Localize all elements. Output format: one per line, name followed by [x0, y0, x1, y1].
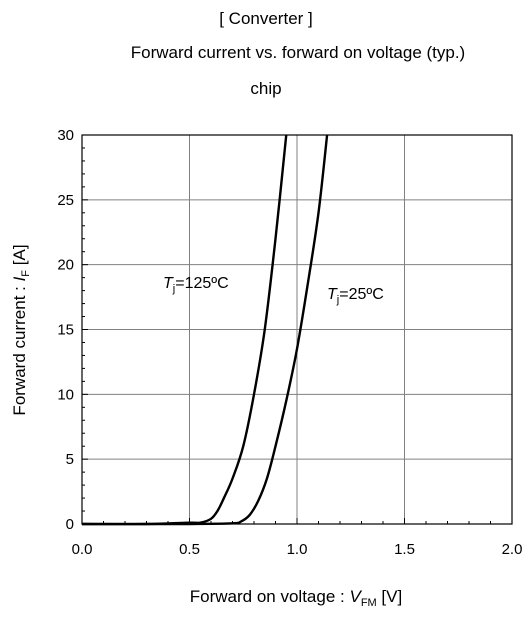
- y-axis-title-sub: F: [20, 270, 32, 277]
- curves: [81, 134, 329, 526]
- annotation-tj-25-value: =25ºC: [339, 286, 384, 303]
- annotation-tj-25: Tj=25ºC: [327, 286, 384, 306]
- axis-ticks: 0 5 10 15 20 25 30 0.0 0.5 1.0 1.5 2.0: [57, 127, 522, 558]
- y-axis-title-main: Forward current :: [10, 281, 29, 415]
- grid-lines: [82, 135, 512, 524]
- annotation-tj-25-var: T: [327, 286, 338, 303]
- series-line-0: [81, 134, 288, 526]
- annotation-tj-125-value: =125ºC: [175, 275, 228, 292]
- y-axis-title: Forward current : IF [A]: [10, 244, 32, 415]
- y-tick-label-3: 15: [57, 322, 74, 339]
- y-tick-label-0: 0: [66, 516, 74, 533]
- annotation-tj-125: Tj=125ºC: [163, 275, 229, 295]
- y-tick-label-2: 10: [57, 386, 74, 403]
- x-axis-title-sub: FM: [361, 597, 377, 609]
- x-axis-title-unit: [V]: [377, 587, 403, 606]
- x-tick-label-0: 0.0: [72, 541, 93, 558]
- x-axis-title-main: Forward on voltage :: [190, 587, 350, 606]
- chart-title: Forward current vs. forward on voltage (…: [130, 43, 466, 62]
- series-line-1: [81, 134, 329, 526]
- y-tick-label-1: 5: [66, 451, 74, 468]
- y-axis-title-unit: [A]: [10, 244, 29, 270]
- annotation-tj-25-sub: j: [336, 294, 339, 306]
- chart-subtitle: chip: [250, 79, 282, 98]
- x-axis-title-var: V: [349, 587, 362, 606]
- x-axis-title: Forward on voltage : VFM [V]: [190, 587, 402, 609]
- x-tick-label-1: 0.5: [179, 541, 200, 558]
- y-tick-label-5: 25: [57, 192, 74, 209]
- y-tick-label-6: 30: [57, 127, 74, 144]
- annotation-tj-125-var: T: [163, 275, 174, 292]
- x-tick-label-4: 2.0: [502, 541, 523, 558]
- annotation-tj-125-sub: j: [172, 283, 175, 295]
- x-tick-label-2: 1.0: [287, 541, 308, 558]
- x-tick-label-3: 1.5: [394, 541, 415, 558]
- chart-title-converter: [ Converter ]: [219, 9, 313, 28]
- y-axis-title-var: I: [10, 276, 29, 281]
- y-tick-label-4: 20: [57, 257, 74, 274]
